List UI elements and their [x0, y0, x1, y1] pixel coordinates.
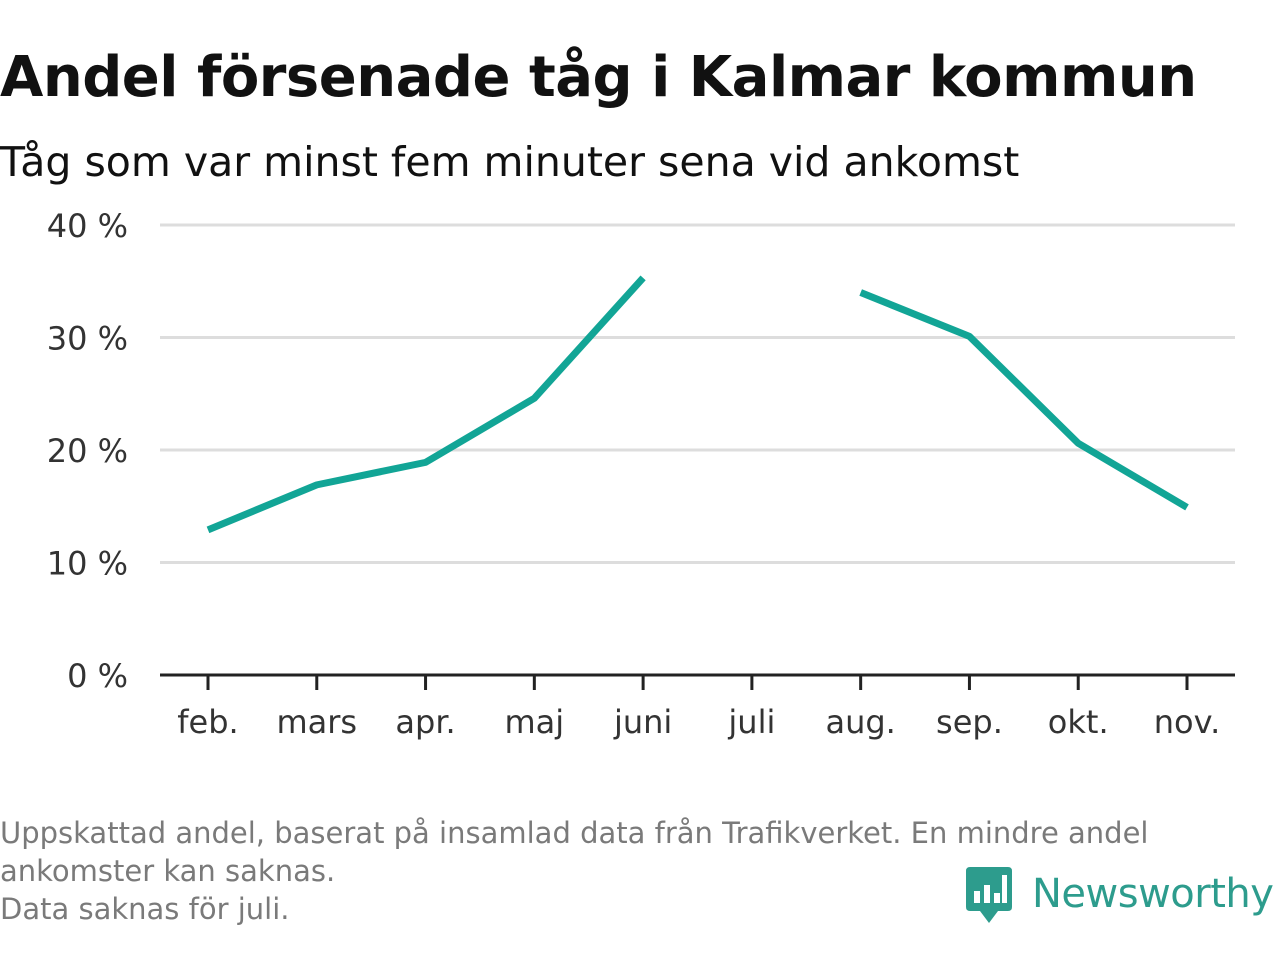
brand-logo: Newsworthy — [964, 862, 1274, 926]
footnote-line: Data saknas för juli. — [0, 892, 290, 926]
y-tick-label: 40 % — [47, 207, 128, 245]
series-line-segment — [859, 289, 1189, 511]
x-tick-label: maj — [504, 703, 564, 741]
y-axis-tick-labels: 0 % 10 % 20 % 30 % 40 % — [47, 207, 128, 695]
footnote: Uppskattad andel, baserat på insamlad da… — [0, 814, 1270, 928]
x-tick-label: nov. — [1154, 703, 1220, 741]
chart-title: Andel försenade tåg i Kalmar kommun — [0, 45, 1197, 110]
gridlines — [160, 223, 1235, 564]
x-tick-label: juni — [613, 703, 672, 741]
x-axis — [160, 673, 1235, 690]
x-tick-label: sep. — [936, 703, 1003, 741]
series-line-segment — [206, 275, 646, 534]
x-tick-label: aug. — [825, 703, 895, 741]
y-tick-label: 30 % — [47, 320, 128, 358]
x-axis-tick-labels: feb. mars apr. maj juni juli aug. sep. okt. nov. — [177, 703, 1220, 741]
series-lines — [206, 275, 1189, 534]
chart-subtitle: Tåg som var minst fem minuter sena vid a… — [0, 138, 1020, 186]
line-chart: 0 % 10 % 20 % 30 % 40 % feb. mars apr. maj juni j… — [47, 207, 1235, 741]
x-tick-label: juli — [727, 703, 775, 741]
footnote-line: ankomster kan saknas. — [0, 854, 336, 888]
y-tick-label: 0 % — [67, 657, 128, 695]
brand-name: Newsworthy — [1032, 871, 1274, 917]
y-tick-label: 10 % — [47, 545, 128, 583]
bar-chart-speech-bubble-icon — [966, 867, 1012, 923]
x-tick-label: okt. — [1048, 703, 1109, 741]
footnote-line: Uppskattad andel, baserat på insamlad da… — [0, 816, 1149, 850]
x-tick-label: apr. — [395, 703, 455, 741]
y-tick-label: 20 % — [47, 432, 128, 470]
x-tick-label: feb. — [177, 703, 238, 741]
x-tick-label: mars — [276, 703, 357, 741]
